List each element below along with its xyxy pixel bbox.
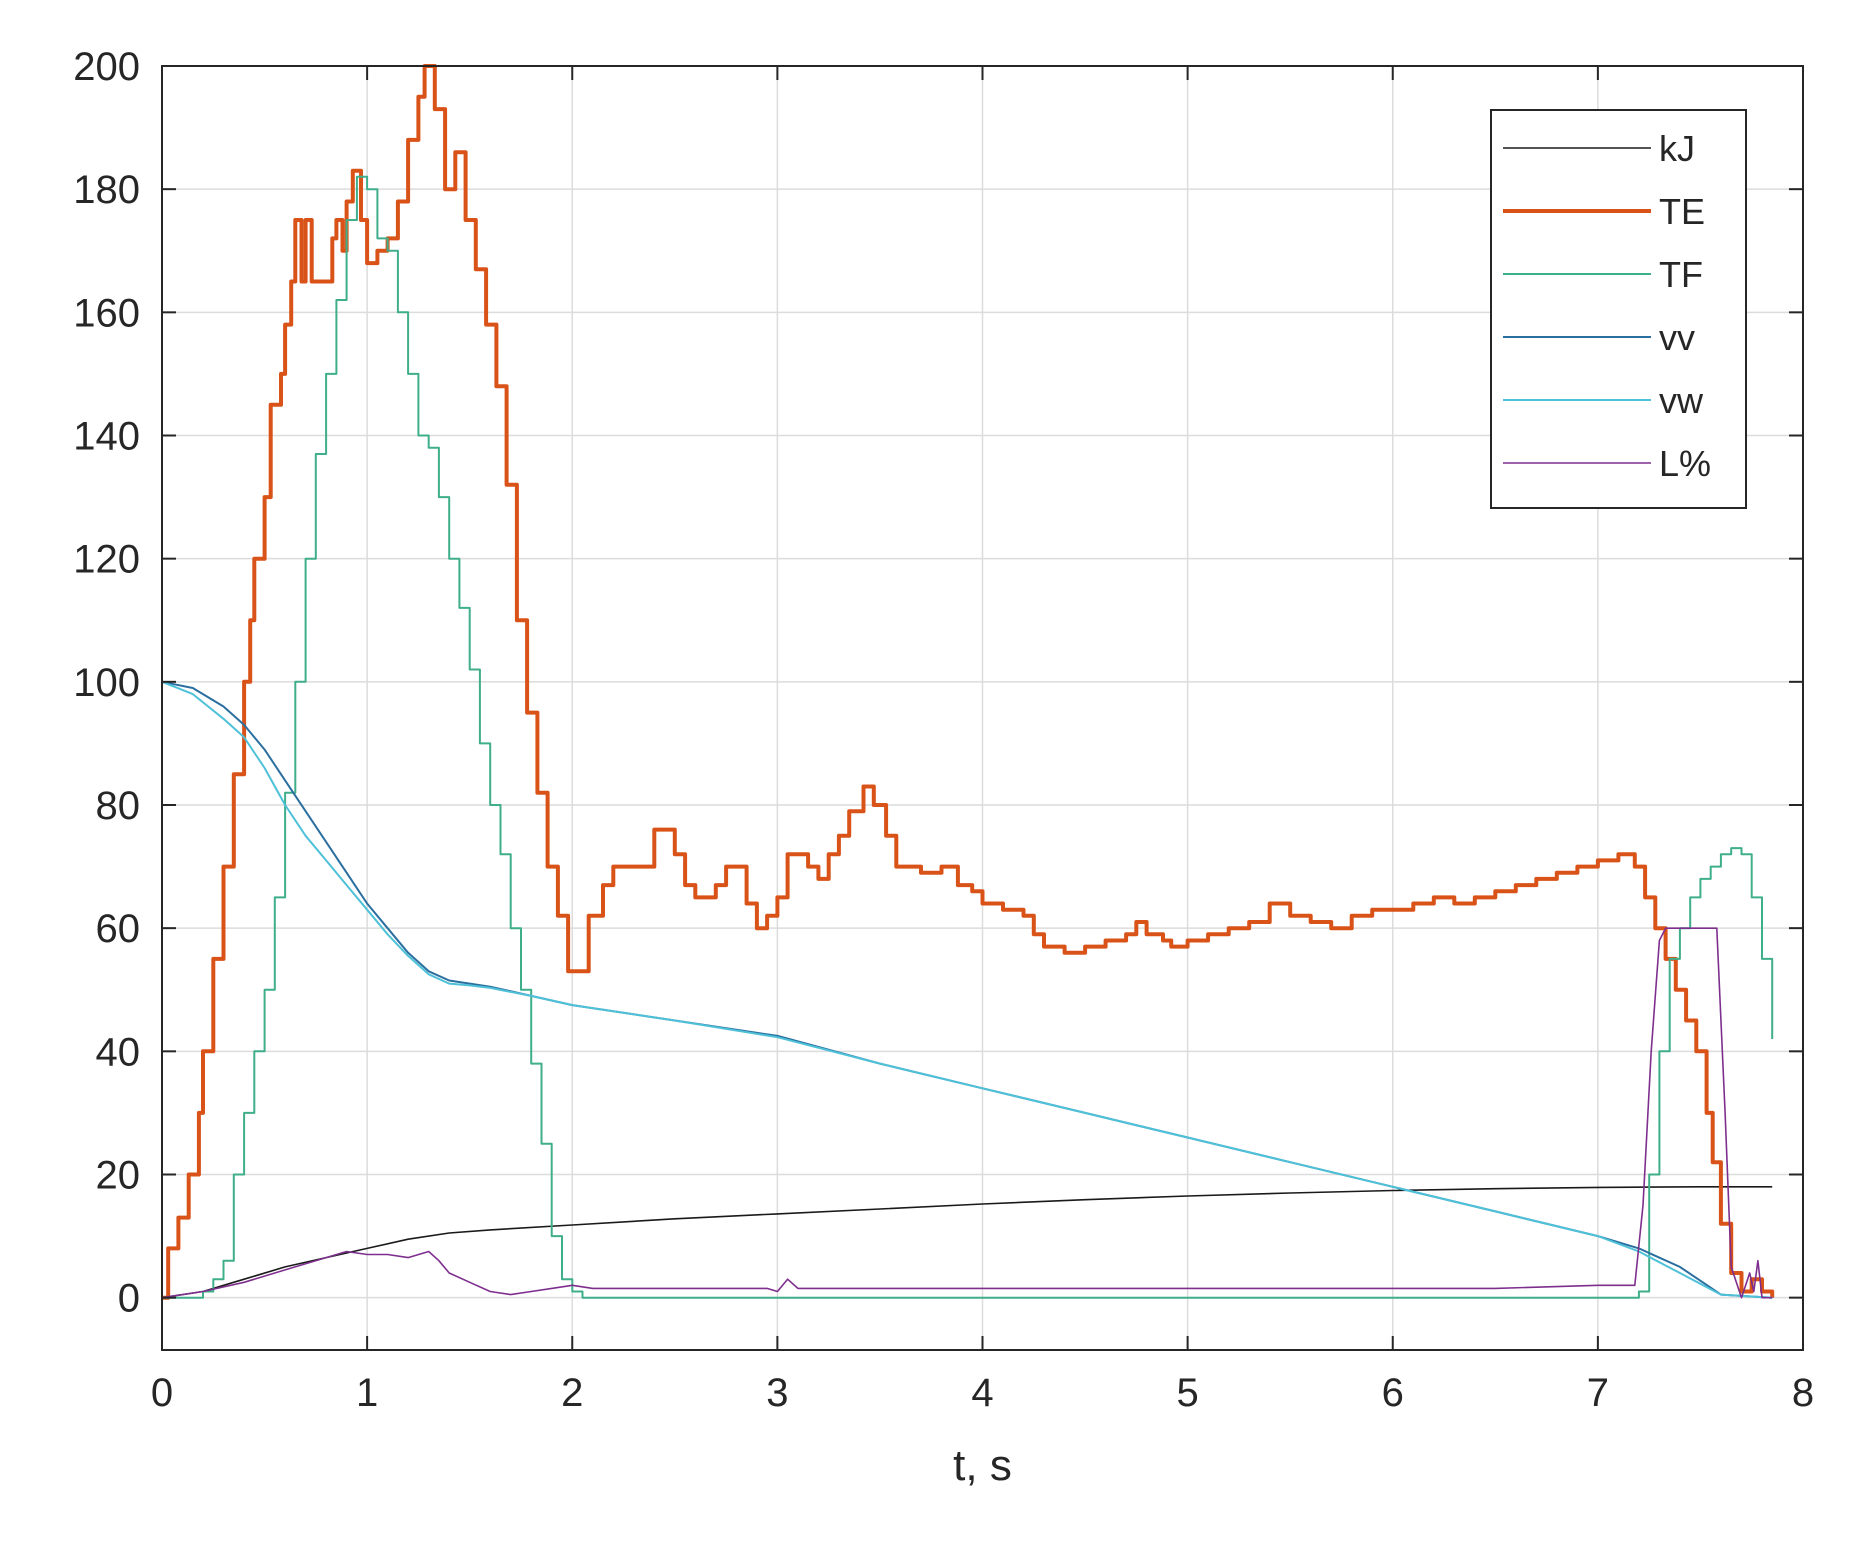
legend: kJ TE TF vv vw L% <box>1490 109 1747 509</box>
x-tick-label: 5 <box>1177 1371 1199 1415</box>
x-tick-label: 1 <box>356 1371 378 1415</box>
x-tick-label: 3 <box>766 1371 788 1415</box>
series-line-4 <box>161 680 1773 1299</box>
y-tick-label: 120 <box>73 538 140 582</box>
y-tick-label: 100 <box>73 661 140 705</box>
x-tick-label: 8 <box>1792 1371 1814 1415</box>
y-tick-label: 0 <box>118 1277 140 1321</box>
y-tick-label: 160 <box>73 291 140 335</box>
y-tick-label: 140 <box>73 414 140 458</box>
legend-box <box>1490 109 1747 509</box>
y-tick-label: 20 <box>96 1153 141 1197</box>
series-line-0 <box>161 1186 1773 1299</box>
legend-label: L% <box>1659 443 1711 484</box>
x-tick-label: 4 <box>971 1371 993 1415</box>
series-line-1 <box>162 64 1775 1300</box>
x-axis-tick-labels: 0 1 2 3 4 5 6 7 8 <box>151 1371 1814 1415</box>
x-tick-label: 7 <box>1587 1371 1609 1415</box>
y-tick-label: 60 <box>96 907 141 951</box>
x-tick-label: 6 <box>1382 1371 1404 1415</box>
y-axis-tick-labels: 0 20 40 60 80 100 120 140 160 180 200 <box>73 45 140 1321</box>
y-tick-label: 200 <box>73 45 140 89</box>
x-axis-label: t, s <box>953 1441 1012 1490</box>
legend-label: kJ <box>1659 128 1695 169</box>
series-line-5 <box>161 927 1773 1299</box>
y-tick-label: 40 <box>96 1030 141 1074</box>
axis-ticks <box>161 65 1804 1350</box>
y-tick-label: 180 <box>73 168 140 212</box>
legend-label: TF <box>1659 254 1703 295</box>
legend-label: vw <box>1659 380 1704 421</box>
legend-label: TE <box>1659 191 1705 232</box>
plot-series <box>161 64 1775 1300</box>
x-tick-label: 2 <box>561 1371 583 1415</box>
x-tick-label: 0 <box>151 1371 173 1415</box>
legend-label: vv <box>1659 317 1695 358</box>
y-tick-label: 80 <box>96 784 141 828</box>
